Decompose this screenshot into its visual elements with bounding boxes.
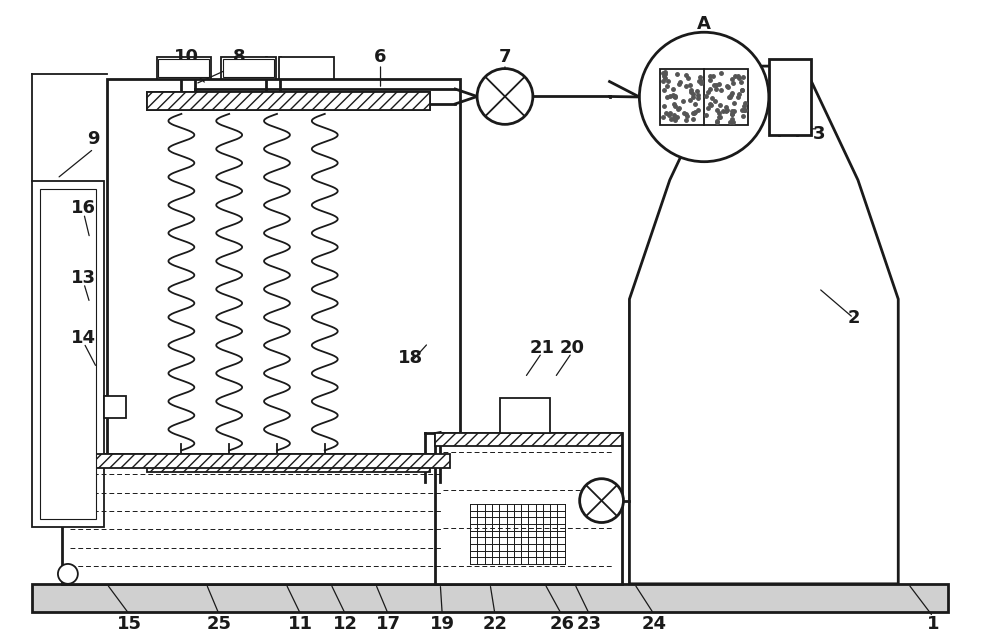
Bar (223, 59, 274, 77)
Circle shape (477, 69, 533, 124)
Text: 14: 14 (71, 329, 96, 347)
Bar (107, 79, 460, 482)
Text: A: A (697, 15, 711, 33)
Text: 17: 17 (376, 614, 401, 633)
Text: 7: 7 (499, 48, 511, 66)
Text: 2: 2 (847, 309, 860, 327)
Text: 24: 24 (642, 614, 667, 633)
Text: 1: 1 (927, 614, 939, 633)
Bar (660, 69, 748, 125)
Bar (32, 584, 948, 612)
Bar (435, 433, 622, 447)
Text: 26: 26 (549, 614, 574, 633)
Text: 18: 18 (398, 349, 423, 367)
Circle shape (58, 564, 78, 584)
Bar (147, 92, 430, 110)
Text: 10: 10 (174, 48, 199, 66)
Bar (104, 396, 126, 417)
Text: 12: 12 (333, 614, 358, 633)
Text: 20: 20 (559, 339, 584, 357)
Text: 15: 15 (117, 614, 142, 633)
Bar (158, 59, 209, 77)
Bar (500, 397, 550, 433)
Bar (147, 92, 430, 110)
Text: 16: 16 (71, 200, 96, 218)
Text: 11: 11 (288, 614, 313, 633)
Circle shape (639, 33, 769, 161)
Text: 25: 25 (207, 614, 232, 633)
Text: 3: 3 (812, 125, 825, 143)
Text: 8: 8 (233, 48, 245, 66)
Text: 21: 21 (529, 339, 554, 357)
Bar (279, 57, 334, 79)
Bar (769, 59, 811, 135)
Bar (435, 433, 622, 584)
Polygon shape (629, 66, 898, 584)
Bar (32, 181, 104, 527)
Bar (221, 57, 276, 79)
Circle shape (580, 478, 623, 523)
Text: 6: 6 (374, 48, 387, 66)
Text: 19: 19 (430, 614, 455, 633)
Bar (157, 57, 211, 79)
Text: 23: 23 (577, 614, 602, 633)
Text: 13: 13 (71, 269, 96, 287)
Bar (147, 454, 430, 472)
Bar (62, 454, 450, 584)
Bar (40, 189, 96, 519)
Bar (62, 454, 450, 468)
Text: 9: 9 (88, 130, 100, 148)
Text: 22: 22 (483, 614, 508, 633)
